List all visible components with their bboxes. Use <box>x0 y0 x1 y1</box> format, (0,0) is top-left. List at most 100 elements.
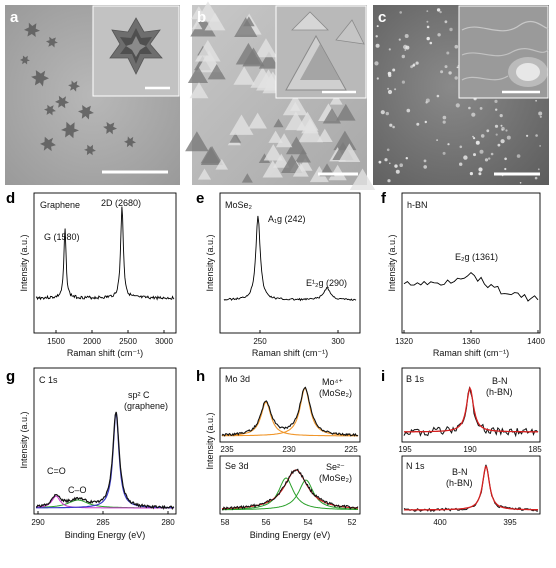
x-ticks-d <box>55 330 165 333</box>
label-c-eq-o: C=O <box>47 466 66 476</box>
fit-se3d-1 <box>222 477 358 510</box>
x-tick-i-top-0: 195 <box>398 445 412 454</box>
x-tick-d-3: 3000 <box>155 337 173 346</box>
y-axis-label-h: Intensity (a.u.) <box>205 412 215 469</box>
fit-mo3d-2 <box>221 387 358 437</box>
plot-frame-i-top <box>401 367 541 443</box>
fit-se3d-2 <box>222 479 358 511</box>
spectrum-hbn <box>403 271 539 302</box>
label-graphene: (graphene) <box>124 401 168 411</box>
x-tick-i-0: 400 <box>433 518 447 527</box>
label-mo4: Mo⁴⁺ <box>322 377 343 387</box>
fit-b1s <box>404 386 538 433</box>
x-axis-label-f: Raman shift (cm⁻¹) <box>433 348 509 358</box>
peak-label-g: G (1580) <box>44 232 80 242</box>
y-axis-label-f: Intensity (a.u.) <box>387 234 397 291</box>
data-se3d <box>222 468 359 511</box>
x-tick-f-0: 1320 <box>395 337 413 346</box>
x-tick-g-1: 285 <box>96 518 110 527</box>
plot-frame-d <box>33 192 177 334</box>
panel-c: c <box>373 5 549 185</box>
panel-letter-i: i <box>381 368 385 385</box>
inset-triangles-b <box>285 11 365 91</box>
inset-texture-c <box>461 20 549 87</box>
panel-a: a <box>5 5 180 185</box>
graphene-flakes <box>20 22 136 156</box>
x-tick-h-3: 52 <box>348 518 357 527</box>
core-label-n1s: N 1s <box>406 461 425 471</box>
x-ticks-f <box>403 330 539 333</box>
peak-label-2d: 2D (2680) <box>101 198 141 208</box>
panel-letter-h: h <box>196 368 205 385</box>
core-label-b1s: B 1s <box>406 374 425 384</box>
panel-letter-a: a <box>10 9 19 26</box>
x-tick-g-2: 280 <box>161 518 175 527</box>
label-mose2-bottom: (MoSe₂) <box>319 473 352 483</box>
x-tick-h-top-0: 235 <box>220 445 234 454</box>
label-se2: Se²⁻ <box>326 462 345 472</box>
peak-label-e12g: E¹₂g (290) <box>306 278 347 288</box>
material-label-d: Graphene <box>40 200 80 210</box>
fit-mo3d-1 <box>221 401 358 437</box>
panel-d: d Graphene G (1580) 2D (2680) 1500 2000 … <box>6 190 177 358</box>
y-axis-label-e: Intensity (a.u.) <box>205 234 215 291</box>
label-c-o: C–O <box>68 485 87 495</box>
data-b1s <box>403 386 539 438</box>
data-c1s <box>35 411 175 510</box>
label-mose2-top: (MoSe₂) <box>319 388 352 398</box>
x-tick-h-1: 56 <box>262 518 271 527</box>
data-mo3d <box>221 386 359 437</box>
y-axis-label-g: Intensity (a.u.) <box>19 411 29 468</box>
x-axis-label-e: Raman shift (cm⁻¹) <box>252 348 328 358</box>
panel-h: h Mo 3d Mo⁴⁺ (MoSe₂) 235 230 225 Se 3d S… <box>196 367 361 540</box>
x-tick-h-0: 58 <box>221 518 230 527</box>
x-tick-i-top-2: 185 <box>528 445 542 454</box>
x-axis-label-d: Raman shift (cm⁻¹) <box>67 348 143 358</box>
x-axis-label-h: Binding Energy (eV) <box>250 530 331 540</box>
mose2-triangles <box>185 1 376 191</box>
panel-b: b <box>185 1 376 191</box>
label-bn-bottom: B-N <box>452 467 468 477</box>
x-ticks-g <box>37 511 169 514</box>
x-tick-d-1: 2000 <box>83 337 101 346</box>
x-tick-i-1: 395 <box>503 518 517 527</box>
core-label-se3d: Se 3d <box>225 461 249 471</box>
label-hbn-top: (h-BN) <box>486 387 513 397</box>
spectrum-graphene <box>35 206 175 301</box>
inset-flake-a <box>109 17 163 75</box>
material-label-f: h-BN <box>407 200 428 210</box>
panel-letter-b: b <box>197 9 206 26</box>
panel-f: f h-BN E₂g (1361) 1320 1360 1400 Raman s… <box>381 190 545 358</box>
material-label-e: MoSe₂ <box>225 200 253 210</box>
plot-frame-g <box>33 367 177 515</box>
core-label-mo3d: Mo 3d <box>225 374 250 384</box>
x-tick-f-2: 1400 <box>527 337 545 346</box>
x-tick-d-2: 2500 <box>119 337 137 346</box>
x-tick-g-0: 290 <box>31 518 45 527</box>
x-tick-e-0: 250 <box>253 337 267 346</box>
plot-frame-h-bottom <box>219 455 361 515</box>
panel-letter-c: c <box>378 9 386 26</box>
peak-label-a1g: A₁g (242) <box>268 214 306 224</box>
spectrum-mose2 <box>223 215 357 302</box>
plot-frame-h-top <box>219 367 361 443</box>
plot-frame-f <box>401 192 541 334</box>
data-n1s <box>403 464 539 513</box>
x-axis-label-g: Binding Energy (eV) <box>65 530 146 540</box>
peak-label-e2g: E₂g (1361) <box>455 252 498 262</box>
plot-frame-i-bottom <box>401 455 541 515</box>
panel-i: i B 1s B-N (h-BN) 195 190 185 N 1s B-N (… <box>381 367 542 527</box>
panel-letter-e: e <box>196 190 204 207</box>
x-tick-h-top-2: 225 <box>344 445 358 454</box>
x-tick-f-1: 1360 <box>462 337 480 346</box>
x-tick-i-top-1: 190 <box>463 445 477 454</box>
panel-letter-f: f <box>381 190 387 207</box>
fit-n1s <box>404 465 538 511</box>
core-label-g: C 1s <box>39 375 58 385</box>
x-tick-h-2: 54 <box>304 518 313 527</box>
panel-e: e MoSe₂ A₁g (242) E¹₂g (290) 250 300 Ram… <box>196 190 361 358</box>
x-ticks-e <box>259 330 339 333</box>
x-tick-h-top-1: 230 <box>282 445 296 454</box>
panel-g: g C 1s sp² C (graphene) C=O C–O 290 285 … <box>6 367 177 540</box>
